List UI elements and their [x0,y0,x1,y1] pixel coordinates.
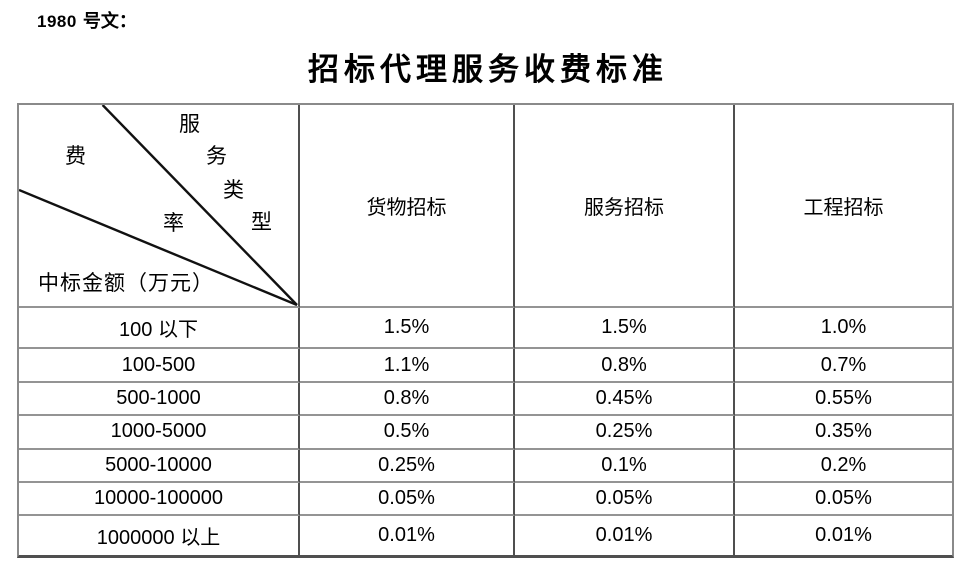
diagonal-header-cell: 服 务 类 型 费 率 中标金额（万元） [19,105,300,308]
doc-number-line: 1980 号文： [37,7,137,31]
column-header-engineering-bidding: 工程招标 [735,105,952,308]
fee-rate-label-char: 费 [65,144,86,168]
services-rate-cell: 0.1% [515,449,735,483]
services-rate-cell: 0.45% [515,382,735,417]
amount-range-cell: 5000-10000 [19,449,300,483]
engineering-rate-cell: 0.01% [815,524,872,547]
column-header-goods-bidding: 货物招标 [300,105,515,308]
doc-number-suffix: 号文： [82,11,137,31]
goods-rate-cell: 0.01% [300,516,515,555]
table-row: 100-500 1.1% 0.8% 0.7% [19,349,952,383]
diagonal-divider-lines [19,105,298,306]
amount-range-cell: 1000000 以上 [19,516,300,555]
amount-range-cell: 10000-100000 [19,482,300,517]
services-rate-cell: 0.8% [515,349,735,383]
amount-range-cell: 500-1000 [19,382,300,417]
table-row: 1000-5000 0.5% 0.25% 0.35% [19,416,952,450]
goods-rate-cell: 0.05% [300,482,515,517]
fee-table: 服 务 类 型 费 率 中标金额（万元） 货物招标 服务招标 工程招标 100 … [17,103,954,558]
services-rate-cell: 0.01% [515,516,735,555]
service-type-label-char: 务 [206,144,227,168]
engineering-rate-cell: 1.0% [735,308,952,350]
engineering-rate-cell: 0.2% [735,450,952,483]
engineering-rate-cell: 0.7% [735,349,952,383]
column-header-service-bidding: 服务招标 [515,105,735,308]
award-amount-axis-label: 中标金额（万元） [38,271,214,295]
table-row: 1000000 以上 0.01% 0.01% 0.01% [19,516,952,555]
goods-rate-cell: 1.1% [300,349,515,383]
service-type-label-char: 型 [251,210,272,234]
doc-number: 1980 [37,12,77,31]
fee-rate-label-char: 率 [163,211,184,235]
table-header-row: 服 务 类 型 费 率 中标金额（万元） 货物招标 服务招标 工程招标 [19,105,952,308]
table-row: 10000-100000 0.05% 0.05% 0.05% [19,482,952,517]
services-rate-cell: 1.5% [515,308,735,350]
amount-range-cell: 100 以下 [19,308,300,350]
amount-range-cell: 100-500 [19,349,300,383]
goods-rate-cell: 0.5% [300,416,515,450]
services-rate-cell: 0.25% [515,416,735,450]
table-row: 100 以下 1.5% 1.5% 1.0% [19,308,952,350]
service-type-label-char: 服 [179,112,200,136]
table-row: 5000-10000 0.25% 0.1% 0.2% [19,449,952,483]
amount-range-cell: 1000-5000 [19,416,300,450]
engineering-rate-cell: 0.05% [735,483,952,517]
service-type-label-char: 类 [223,178,244,202]
goods-rate-cell: 1.5% [300,308,515,350]
goods-rate-cell: 0.8% [300,382,515,417]
goods-rate-cell: 0.25% [300,449,515,483]
engineering-rate-cell: 0.35% [735,416,952,450]
engineering-rate-cell: 0.55% [735,383,952,417]
services-rate-cell: 0.05% [515,482,735,517]
page-title: 招标代理服务收费标准 [308,52,668,87]
table-row: 500-1000 0.8% 0.45% 0.55% [19,382,952,417]
